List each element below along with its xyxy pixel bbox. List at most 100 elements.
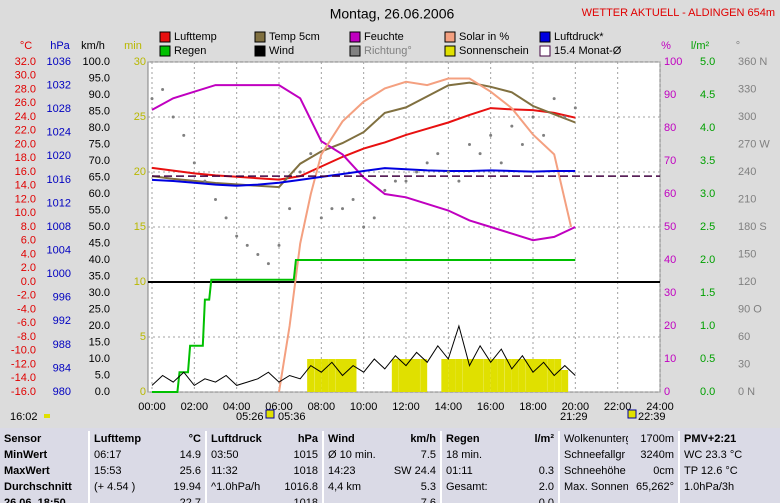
y-tick-label: 60 [664,188,676,200]
y-tick-label: 5 [140,331,146,343]
direction-dot [404,179,408,183]
sunshine-bar [420,359,428,392]
table-cell: hPa [297,433,318,445]
legend-label: Solar in % [459,31,509,43]
time-label: 21:29 [560,411,588,423]
legend-swatch [349,31,361,43]
sunshine-bar [462,359,470,392]
table-cell: MaxWert [4,465,50,477]
y-tick-label: 25.0 [89,303,110,315]
table-cell [205,495,267,503]
y-tick-label: 150 [738,248,756,260]
y-tick-label: 0.0 [21,276,36,288]
series-line [151,167,576,187]
y-tick-label: 30.0 [15,70,36,82]
legend-label: 15.4 Monat-Ø [554,45,622,57]
sunshine-bar [504,359,512,392]
sunshine-bar [314,359,322,392]
direction-dot [499,161,503,165]
table-cell: l/m² [534,433,554,445]
legend-label: Lufttemp [174,31,217,43]
y-tick-label: 90.0 [89,89,110,101]
y-tick-label: 120 [738,276,756,288]
sunshine-bar [399,359,407,392]
table-cell: 18 min. [440,447,502,463]
y-tick-label: 30 [738,358,750,370]
sunshine-bar [483,359,491,392]
x-tick-label: 04:00 [223,401,251,413]
direction-dot [288,207,292,211]
direction-dot [309,152,313,156]
direction-dot [245,243,249,247]
y-tick-label: 210 [738,193,756,205]
y-tick-label: -8.0 [17,331,36,343]
table-cell: 06:17 [88,447,150,463]
table-cell [628,495,678,503]
y-tick-label: -10.0 [11,345,36,357]
y-tick-label: 180 S [738,221,767,233]
table-cell: Schneefallgr [558,447,628,463]
y-tick-label: 4.0 [700,122,715,134]
sunshine-bar [335,359,343,392]
direction-dot [362,225,366,229]
table-cell: 14:23 [322,463,384,479]
y-tick-label: 5.0 [95,369,110,381]
sunshine-bar [554,359,562,392]
x-tick-label: 00:00 [138,401,166,413]
time-label: 05:36 [278,411,306,423]
table-cell: 0cm [653,465,674,477]
sunshine-bar [349,359,357,392]
direction-dot [277,243,281,247]
direction-dot [372,216,376,220]
direction-dot [531,115,535,119]
legend-label: Luftdruck* [554,31,604,43]
legend-swatch [254,31,266,43]
direction-dot [171,115,175,119]
y-tick-label: 25 [134,111,146,123]
direction-dot [150,97,154,101]
table-cell: 01:11 [440,463,502,479]
bars [307,359,569,392]
sunshine-bar [328,359,336,392]
direction-dot [182,133,186,137]
axis-unit-label: % [661,40,671,52]
series-line [151,324,576,387]
y-tick-label: 26.0 [15,97,36,109]
y-tick-label: 90 O [738,303,762,315]
table-cell: 1016.8 [284,481,318,493]
y-tick-label: 2.0 [21,262,36,274]
y-tick-label: 1036 [47,56,71,68]
y-tick-label: 50.0 [89,221,110,233]
sunshine-bar [518,359,526,392]
table-cell: Sensor [4,433,42,445]
legend-swatch [539,45,551,57]
y-tick-label: 30 [664,287,676,299]
y-tick-label: 0.5 [700,353,715,365]
chart: Montag, 26.06.2006 WETTER AKTUELL - ALDI… [10,5,775,423]
y-tick-label: 992 [53,315,71,327]
x-tick-label: 22:00 [604,401,632,413]
direction-dot [542,133,546,137]
sunshine-bar [533,359,540,392]
y-tick-label: 8.0 [21,221,36,233]
table-cell [322,495,384,503]
y-tick-label: 1.0 [700,320,715,332]
y-tick-label: 1008 [47,221,71,233]
table-cell: 0.3 [538,465,554,477]
y-tick-label: 10 [664,353,676,365]
sunshine-bar [455,359,463,392]
y-tick-label: 1028 [47,103,71,115]
y-tick-label: 18.0 [15,152,36,164]
y-tick-label: -14.0 [11,372,36,384]
y-tick-label: 240 [738,166,756,178]
x-tick-label: 16:00 [477,401,505,413]
table-cell: Wind [322,431,384,447]
table-cell: 1018 [293,465,318,477]
now-icon [44,414,50,418]
direction-dot [330,207,334,211]
x-tick-label: 12:00 [392,401,420,413]
table-cell: 5.3 [420,481,436,493]
table-cell: 1015 [293,449,318,461]
y-tick-label: 16.0 [15,166,36,178]
legend-label: Sonnenschein [459,45,529,57]
